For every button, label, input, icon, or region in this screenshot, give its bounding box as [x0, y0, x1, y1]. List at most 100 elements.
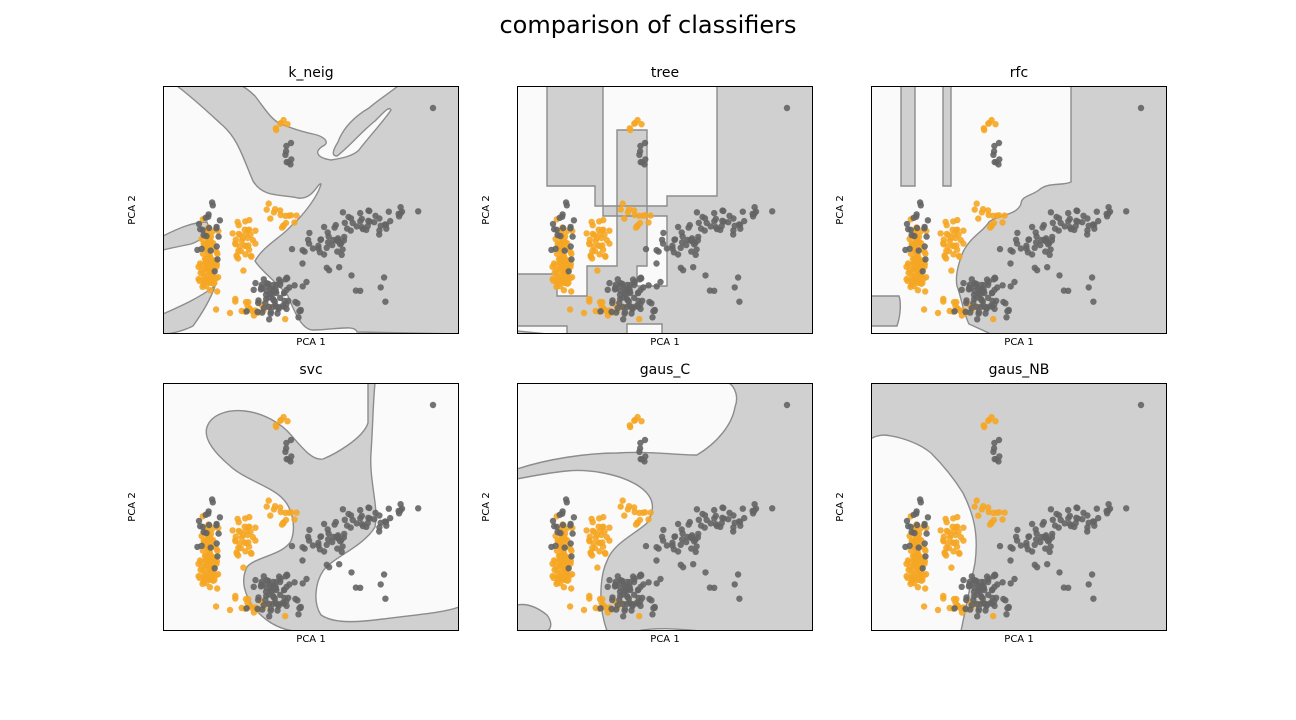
scatter-point-class0: [999, 219, 1006, 226]
scatter-point-class0: [242, 231, 250, 238]
scatter-point-class0: [204, 276, 212, 284]
scatter-point-class0: [599, 242, 606, 249]
scatter-point-class1: [303, 278, 310, 286]
scatter-point-class0: [265, 200, 272, 207]
scatter-point-class0: [912, 561, 920, 568]
scatter-point-class1: [720, 207, 727, 215]
scatter-point-class1: [1074, 504, 1081, 512]
scatter-point-class1: [277, 278, 284, 286]
scatter-point-class1: [341, 219, 348, 226]
subplot-k-neig: k_neig PCA 1 PCA 2: [127, 65, 459, 348]
scatter-point-class0: [276, 504, 284, 511]
scatter-point-class1: [357, 287, 364, 294]
scatter-point-class1: [674, 548, 682, 555]
scatter-point-class1: [995, 139, 1003, 147]
scatter-point-class1: [429, 104, 437, 112]
decision-region-class1: [163, 284, 217, 334]
scatter-point-class1: [1025, 236, 1033, 243]
scatter-point-class1: [977, 295, 985, 303]
scatter-point-class0: [937, 230, 944, 237]
scatter-point-class1: [688, 248, 695, 255]
scatter-point-class1: [629, 601, 636, 608]
scatter-point-class1: [552, 245, 559, 252]
scatter-point-class0: [954, 513, 961, 521]
scatter-point-class1: [657, 575, 664, 583]
scatter-point-class1: [1090, 518, 1098, 525]
scatter-point-class1: [1007, 283, 1014, 290]
scatter-point-class1: [690, 264, 697, 271]
scatter-point-class1: [725, 516, 732, 523]
scatter-point-class1: [323, 244, 330, 251]
scatter-point-class1: [731, 284, 738, 291]
scatter-point-class1: [637, 142, 644, 150]
scatter-point-class1: [282, 151, 289, 158]
scatter-point-class1: [1028, 251, 1036, 258]
scatter-point-class0: [940, 241, 947, 248]
scatter-point-class0: [232, 241, 239, 248]
scatter-point-class1: [280, 303, 288, 310]
scatter-point-class1: [320, 520, 328, 528]
scatter-point-class0: [960, 240, 967, 247]
scatter-point-class1: [734, 274, 742, 281]
scatter-point-class1: [637, 583, 644, 591]
scatter-point-class0: [237, 247, 245, 255]
scatter-point-class1: [215, 233, 222, 240]
scatter-point-class1: [209, 202, 216, 209]
scatter-point-class0: [600, 216, 607, 224]
scatter-point-class1: [636, 151, 643, 158]
scatter-point-class1: [309, 245, 317, 252]
scatter-point-class0: [940, 533, 947, 540]
scatter-point-class1: [336, 561, 343, 568]
scatter-point-class0: [213, 248, 220, 256]
scatter-point-class1: [1090, 298, 1097, 305]
scatter-point-class0: [594, 564, 601, 571]
scatter-point-class1: [250, 286, 257, 293]
scatter-point-class1: [960, 576, 967, 584]
scatter-point-class1: [695, 530, 702, 538]
scatter-point-class1: [1032, 526, 1039, 533]
scatter-point-class1: [991, 583, 998, 591]
scatter-point-class1: [1028, 223, 1036, 231]
scatter-point-class1: [198, 542, 205, 549]
scatter-point-class0: [950, 548, 957, 555]
scatter-point-class1: [273, 586, 280, 594]
scatter-point-class1: [211, 268, 218, 275]
scatter-point-class0: [955, 528, 962, 535]
scatter-point-class0: [919, 576, 926, 583]
scatter-point-class1: [739, 208, 746, 215]
scatter-point-class1: [1049, 516, 1056, 523]
scatter-point-class0: [984, 207, 992, 214]
scatter-point-class1: [570, 514, 578, 521]
scatter-point-class1: [387, 514, 394, 522]
scatter-point-class1: [1047, 506, 1055, 513]
scatter-point-class0: [993, 509, 1001, 516]
scatter-point-class0: [638, 418, 645, 425]
scatter-point-class1: [958, 583, 965, 590]
subplot-title: rfc: [1009, 65, 1029, 81]
scatter-point-class1: [970, 291, 978, 298]
scatter-point-class1: [717, 523, 724, 531]
scatter-point-class1: [628, 607, 635, 614]
scatter-point-class1: [1093, 208, 1100, 215]
scatter-point-class0: [986, 224, 994, 231]
scatter-point-class1: [736, 518, 744, 525]
scatter-point-class1: [995, 436, 1003, 444]
decision-region-class1: [871, 383, 1167, 631]
scatter-point-class1: [551, 523, 558, 530]
scatter-point-class0: [245, 539, 252, 546]
scatter-point-class1: [213, 522, 220, 529]
scatter-point-class0: [267, 215, 274, 222]
scatter-point-class1: [702, 272, 709, 279]
scatter-point-class1: [688, 532, 696, 539]
scatter-point-class0: [630, 504, 638, 511]
scatter-point-class1: [606, 576, 613, 584]
scatter-point-class1: [343, 225, 351, 232]
scatter-point-class1: [343, 522, 351, 529]
scatter-point-class1: [597, 308, 604, 315]
scatter-point-class1: [653, 260, 660, 267]
scatter-point-class1: [991, 142, 998, 150]
scatter-point-class1: [209, 499, 216, 506]
scatter-point-class0: [999, 516, 1006, 523]
scatter-point-class0: [602, 550, 609, 557]
scatter-point-class1: [720, 504, 727, 512]
